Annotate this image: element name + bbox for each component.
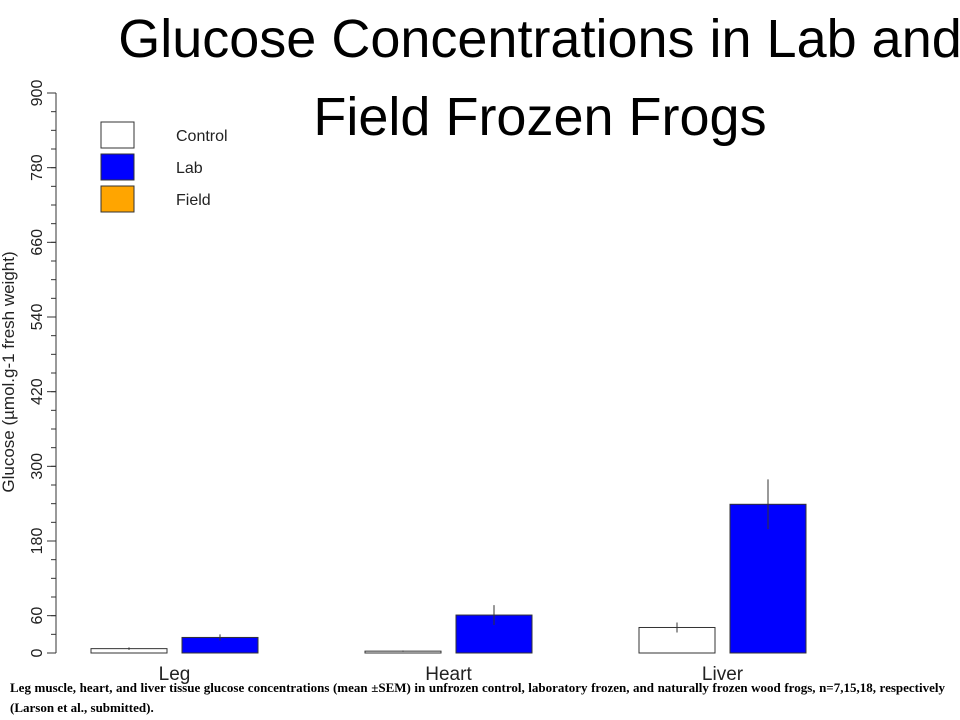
y-axis: 0 60 180 300 420 540 660 780 900 xyxy=(29,80,57,657)
category-label: Leg xyxy=(159,664,191,685)
y-tick-label: 660 xyxy=(29,229,46,256)
figure-caption: Leg muscle, heart, and liver tissue gluc… xyxy=(10,680,945,715)
legend: Control Lab Field xyxy=(100,121,228,213)
y-tick-label: 900 xyxy=(29,80,46,107)
category-labels: Leg Heart Liver xyxy=(159,664,744,685)
category-label: Heart xyxy=(425,664,472,685)
legend-label-control: Control xyxy=(176,128,228,145)
y-tick-label: 0 xyxy=(29,648,46,657)
y-tick-label: 420 xyxy=(29,378,46,405)
y-tick-label: 540 xyxy=(29,304,46,331)
y-axis-label: Glucose (µmol.g-1 fresh weight) xyxy=(0,251,18,492)
category-label: Liver xyxy=(702,664,744,685)
legend-swatch-field xyxy=(100,185,135,213)
legend-label-lab: Lab xyxy=(176,160,203,177)
y-tick-label: 180 xyxy=(29,528,46,555)
slide-title: Glucose Concentrations in Lab and Field … xyxy=(118,9,960,147)
y-tick-label: 60 xyxy=(29,607,46,625)
bars-group xyxy=(90,479,807,654)
legend-swatch-lab xyxy=(100,153,135,181)
legend-label-field: Field xyxy=(176,192,211,209)
legend-swatch-control xyxy=(100,121,135,149)
y-tick-label: 300 xyxy=(29,453,46,480)
y-tick-label: 780 xyxy=(29,154,46,181)
